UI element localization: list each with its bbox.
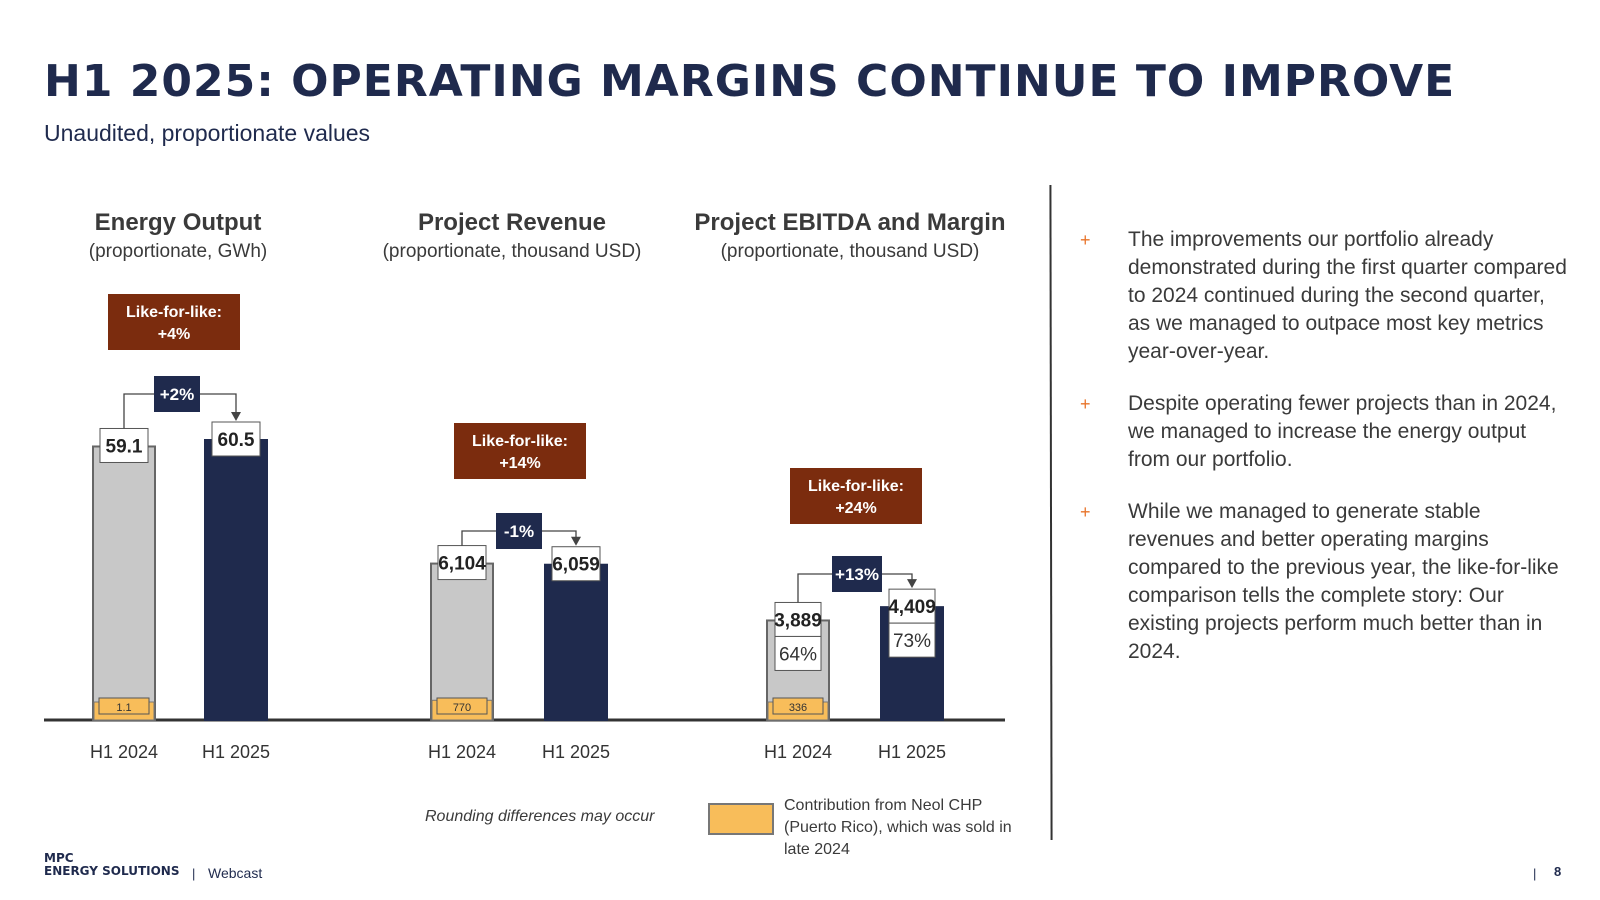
bullet-item: + The improvements our portfolio already…: [1080, 226, 1570, 366]
legend-swatch-neol: [708, 803, 774, 835]
value-box: [437, 545, 487, 581]
company-logo: MPC ENERGY SOLUTIONS: [44, 852, 179, 878]
change-box: [496, 513, 542, 549]
like-for-like-value: +14%: [499, 455, 540, 472]
bullet-list: + The improvements our portfolio already…: [1080, 226, 1570, 690]
legend-label: Contribution from Neol CHP (Puerto Rico)…: [784, 797, 1012, 858]
bar-h1-2025: [544, 563, 608, 721]
footer-separator: |: [192, 866, 196, 881]
like-for-like-box: [790, 468, 922, 524]
margin-label: 64%: [779, 644, 817, 665]
vertical-divider: [1049, 185, 1053, 840]
value-label: 4,409: [888, 597, 936, 618]
bar-h1-2024: [92, 445, 156, 721]
value-label: 3,889: [774, 610, 822, 631]
value-box: [888, 588, 936, 624]
neol-label-box: [772, 697, 824, 715]
like-for-like-label: Like-for-like:: [126, 304, 222, 321]
bullet-item: + While we managed to generate stable re…: [1080, 498, 1570, 666]
like-for-like-value: +24%: [835, 500, 876, 517]
x-tick-label: H1 2024: [428, 742, 496, 762]
like-for-like-box: [454, 423, 586, 479]
charts-area: Energy Output (proportionate, GWh) 1.1 59.1…: [44, 209, 1006, 762]
arrow-head: [907, 579, 917, 589]
page-subtitle: Unaudited, proportionate values: [44, 120, 371, 146]
bar-h1-2025: [204, 439, 268, 721]
change-label: +13%: [835, 565, 879, 584]
arrow-head: [571, 536, 581, 546]
bullet-item: + Despite operating fewer projects than …: [1080, 390, 1570, 474]
margin-box: [888, 622, 936, 658]
logo-line-2: ENERGY SOLUTIONS: [44, 864, 180, 878]
footer-label: Webcast: [208, 865, 263, 881]
arrow-head: [231, 412, 241, 421]
change-label: -1%: [504, 522, 534, 541]
like-for-like-box: [108, 294, 240, 350]
x-tick-label: H1 2025: [202, 742, 270, 762]
value-box: [211, 421, 261, 457]
chart-title: Project Revenue: [418, 209, 606, 236]
value-label: 6,104: [438, 554, 486, 575]
value-label: 60.5: [218, 430, 255, 451]
change-box: [832, 556, 882, 592]
x-tick-label: H1 2025: [542, 742, 610, 762]
neol-label-box: [98, 697, 150, 715]
change-label: +2%: [160, 385, 195, 404]
margin-box: [774, 635, 822, 671]
chart-subtitle: (proportionate, thousand USD): [383, 241, 642, 262]
neol-label: 1.1: [116, 702, 131, 714]
bullet-text: The improvements our portfolio already d…: [1128, 228, 1567, 363]
like-for-like-label: Like-for-like:: [472, 433, 568, 450]
bar-h1-2024: [430, 562, 494, 721]
plus-icon: +: [1080, 502, 1091, 522]
bullet-text: While we managed to generate stable reve…: [1128, 500, 1559, 663]
value-box: [99, 427, 149, 463]
chart-title: Project EBITDA and Margin: [694, 209, 1005, 236]
plus-icon: +: [1080, 230, 1091, 250]
chart-legend: Contribution from Neol CHP (Puerto Rico)…: [708, 795, 1034, 861]
like-for-like-label: Like-for-like:: [808, 478, 904, 495]
neol-label-box: [436, 697, 488, 715]
neol-label: 770: [453, 702, 471, 714]
rounding-footnote: Rounding differences may occur: [425, 808, 655, 825]
margin-label: 73%: [893, 631, 931, 652]
plus-icon: +: [1080, 394, 1091, 414]
bullet-text: Despite operating fewer projects than in…: [1128, 392, 1557, 471]
logo-line-1: MPC: [44, 851, 74, 865]
x-tick-label: H1 2024: [764, 742, 832, 762]
value-box: [551, 546, 601, 582]
x-tick-label: H1 2024: [90, 742, 158, 762]
like-for-like-value: +4%: [158, 326, 190, 343]
page-number: 8: [1554, 864, 1562, 879]
chart-subtitle: (proportionate, thousand USD): [721, 241, 980, 262]
chart-title: Energy Output: [95, 209, 262, 236]
value-label: 6,059: [552, 555, 600, 576]
page-title: H1 2025: OPERATING MARGINS CONTINUE TO I…: [44, 56, 1456, 107]
page-separator: |: [1533, 866, 1537, 881]
chart-subtitle: (proportionate, GWh): [89, 241, 267, 262]
neol-label: 336: [789, 702, 807, 714]
x-tick-label: H1 2025: [878, 742, 946, 762]
value-label: 59.1: [106, 436, 143, 457]
change-box: [154, 376, 200, 412]
